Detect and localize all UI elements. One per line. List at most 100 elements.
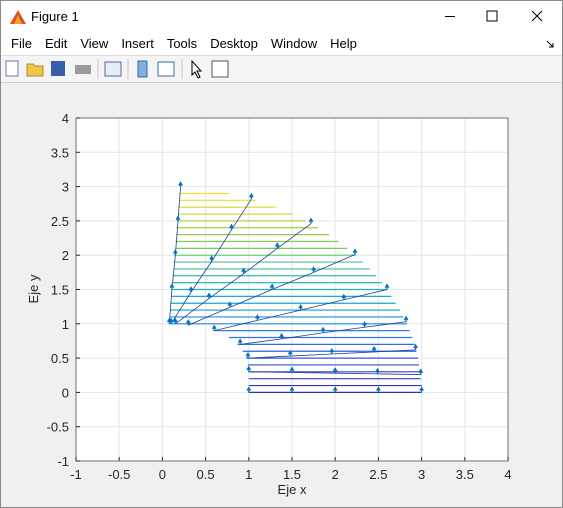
arrow [246, 365, 252, 372]
arrow [352, 248, 358, 255]
arrow [308, 217, 314, 224]
arrow [332, 386, 338, 393]
maximize[interactable] [486, 10, 498, 22]
arrow [245, 352, 251, 359]
menu-item[interactable]: File [11, 36, 32, 51]
title-bar: Figure 1 [1, 1, 562, 32]
menu-item[interactable]: Help [330, 36, 357, 51]
arrow [169, 283, 175, 290]
arrow [274, 242, 280, 249]
arrow [229, 223, 234, 230]
y-tick-label: 2 [62, 248, 69, 263]
menu-bar: File Edit View Insert Tools Desktop Window Help [1, 32, 562, 55]
x-tick-label: 1 [245, 467, 252, 482]
arrow [289, 366, 295, 373]
y-tick-label: 3 [62, 180, 69, 195]
toolbar-icons[interactable] [1, 56, 241, 82]
y-axis-label: Eje y [26, 274, 41, 303]
arrow [287, 349, 293, 357]
axes-box [75, 117, 509, 462]
arrow [237, 338, 243, 345]
menu-item[interactable]: Edit [44, 36, 68, 51]
arrow [279, 332, 284, 339]
toolbar [1, 55, 562, 83]
arrow [173, 249, 178, 256]
arrow [403, 315, 409, 322]
x-tick-label: 4 [504, 467, 511, 482]
menu-item[interactable]: Insert [121, 36, 154, 51]
arrow [341, 293, 347, 300]
menu-item[interactable]: Window [270, 36, 318, 51]
x-tick-label: -0.5 [108, 467, 130, 482]
arrow [419, 386, 424, 393]
x-tick-label: 1.5 [283, 467, 301, 482]
window-title: Figure 1 [31, 9, 79, 24]
app-icon [10, 10, 26, 24]
arrow [413, 343, 418, 350]
legend-icon[interactable] [157, 61, 175, 77]
y-tick-label: 0 [62, 385, 69, 400]
y-tick-label: 1 [62, 317, 69, 332]
menu-item[interactable]: View [80, 36, 109, 51]
arrow [241, 267, 246, 274]
arrow [206, 292, 212, 299]
x-tick-label: 2 [332, 467, 339, 482]
arrow [298, 304, 303, 311]
arrow [255, 314, 260, 321]
open-icon[interactable] [26, 63, 44, 77]
y-tick-label: 1.5 [51, 283, 69, 298]
arrow [311, 266, 316, 273]
y-tick-label: 4 [62, 111, 69, 126]
print-icon[interactable] [75, 65, 91, 74]
y-tick-label: -0.5 [47, 420, 69, 435]
x-tick-label: 0.5 [197, 467, 215, 482]
x-tick-label: 3.5 [456, 467, 474, 482]
arrow [227, 301, 233, 308]
arrow [384, 283, 390, 290]
arrow [362, 321, 367, 328]
arrow [178, 181, 183, 188]
arrow [376, 386, 381, 393]
arrow [249, 192, 254, 199]
x-tick-label: 0 [159, 467, 166, 482]
x-axis-label: Eje x [278, 482, 307, 497]
figure: Eje x Eje y -1 -0.5 0 0.5 1 1.5 2 2.5 3 3.5 4 -1 -0.… [26, 111, 512, 497]
link-icon[interactable] [104, 61, 122, 77]
menu-item[interactable]: Desktop [210, 36, 258, 51]
arrow [375, 367, 380, 374]
arrow [289, 386, 295, 393]
radial-line [240, 321, 407, 345]
radial-line [214, 289, 388, 332]
arrow [166, 317, 172, 324]
arrow [173, 317, 178, 324]
menu-item[interactable]: Tools [166, 36, 198, 51]
x-tick-label: 2.5 [369, 467, 387, 482]
y-tick-label: 2.5 [51, 214, 69, 229]
arrow [185, 319, 191, 326]
dock-arrow[interactable] [546, 40, 556, 50]
arrow [211, 324, 217, 331]
x-tick-label: -1 [70, 467, 82, 482]
arrow [175, 215, 181, 222]
colorbar-icon[interactable] [137, 60, 148, 78]
new-icon[interactable] [5, 60, 19, 77]
y-tick-label: -1 [57, 454, 69, 469]
arrow [209, 255, 215, 262]
arrow [332, 367, 338, 374]
y-tick-label: 3.5 [51, 145, 69, 160]
save-icon[interactable] [51, 61, 65, 76]
close[interactable] [531, 10, 543, 22]
arrow [269, 283, 275, 290]
arrow [188, 286, 194, 293]
window-controls[interactable] [432, 1, 562, 32]
x-tick-label: 3 [418, 467, 425, 482]
arrow [329, 347, 335, 354]
arrow [418, 368, 424, 375]
arrow [246, 386, 252, 393]
arrow [320, 326, 326, 333]
pointer-icon[interactable] [191, 59, 203, 79]
y-tick-label: 0.5 [51, 351, 69, 366]
inspector-icon[interactable] [211, 60, 229, 78]
arrow [371, 345, 377, 352]
